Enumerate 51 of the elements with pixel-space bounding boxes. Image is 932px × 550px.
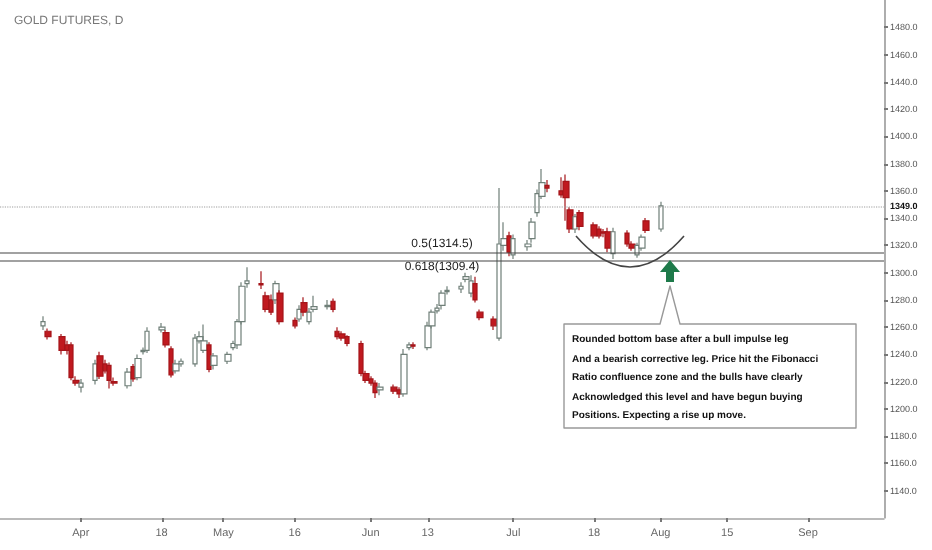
candlestick (338, 330, 346, 342)
candlestick (572, 213, 578, 234)
candlestick (224, 351, 232, 365)
candlestick (376, 382, 384, 396)
candlestick (92, 359, 98, 386)
candlestick (590, 221, 598, 240)
candlestick (210, 352, 218, 371)
candlestick (624, 229, 630, 248)
candlestick (642, 217, 650, 234)
candlestick (344, 334, 350, 347)
candlestick (544, 179, 550, 193)
candlestick (496, 187, 502, 342)
candlestick (124, 367, 132, 390)
candlestick (604, 227, 612, 253)
candlestick (58, 333, 66, 356)
candlestick (358, 340, 364, 377)
candlestick (658, 201, 664, 233)
candlestick (276, 289, 284, 326)
candlestick (400, 348, 408, 398)
candlestick (528, 217, 536, 244)
candlestick (130, 363, 136, 383)
candlestick (40, 315, 46, 331)
candlestick (330, 297, 336, 313)
candlestick (158, 322, 166, 334)
candlestick (472, 276, 478, 304)
candlestick (44, 327, 52, 341)
candlestick (172, 359, 180, 375)
candlestick (292, 317, 298, 330)
candlestick (178, 357, 184, 368)
candlestick (396, 386, 402, 399)
candlestick (406, 341, 412, 351)
candlestick (438, 289, 446, 311)
candlestick (258, 270, 264, 290)
candlestick (476, 308, 484, 321)
candlestick (458, 281, 464, 294)
candlestick (300, 296, 308, 317)
candlestick (334, 326, 340, 341)
candlestick (206, 341, 212, 373)
candlestick (490, 315, 498, 331)
candlestick (390, 383, 398, 395)
candlestick (610, 227, 616, 260)
candlestick (144, 326, 150, 354)
candlestick (134, 353, 142, 381)
candlestick (468, 274, 474, 298)
candlestick (262, 291, 270, 313)
candlestick (372, 379, 378, 399)
candlestick (68, 341, 74, 381)
candlestick (324, 299, 332, 311)
candlestick (78, 378, 84, 394)
candlestick (296, 304, 302, 323)
candlestick (638, 233, 646, 252)
